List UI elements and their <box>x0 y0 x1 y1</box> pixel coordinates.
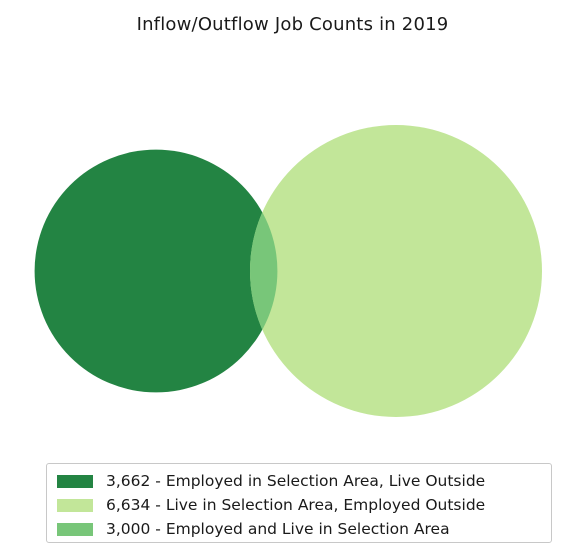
legend-label-employed-live-outside: 3,662 - Employed in Selection Area, Live… <box>106 472 486 490</box>
legend-label-employed-and-live: 3,000 - Employed and Live in Selection A… <box>106 520 450 538</box>
legend-item-employed-live-outside: 3,662 - Employed in Selection Area, Live… <box>57 469 551 493</box>
venn-circle-employed-live-outside <box>34 149 278 393</box>
legend-swatch-employed-and-live <box>57 522 93 536</box>
legend-label-live-employed-outside: 6,634 - Live in Selection Area, Employed… <box>106 496 486 514</box>
venn-circle-live-employed-outside <box>250 125 542 417</box>
chart-legend: 3,662 - Employed in Selection Area, Live… <box>46 463 552 543</box>
legend-swatch-employed-live-outside <box>57 474 93 488</box>
legend-item-live-employed-outside: 6,634 - Live in Selection Area, Employed… <box>57 493 551 517</box>
chart-title: Inflow/Outflow Job Counts in 2019 <box>136 14 449 35</box>
legend-swatch-live-employed-outside <box>57 498 93 512</box>
legend-item-employed-and-live: 3,000 - Employed and Live in Selection A… <box>57 517 551 541</box>
